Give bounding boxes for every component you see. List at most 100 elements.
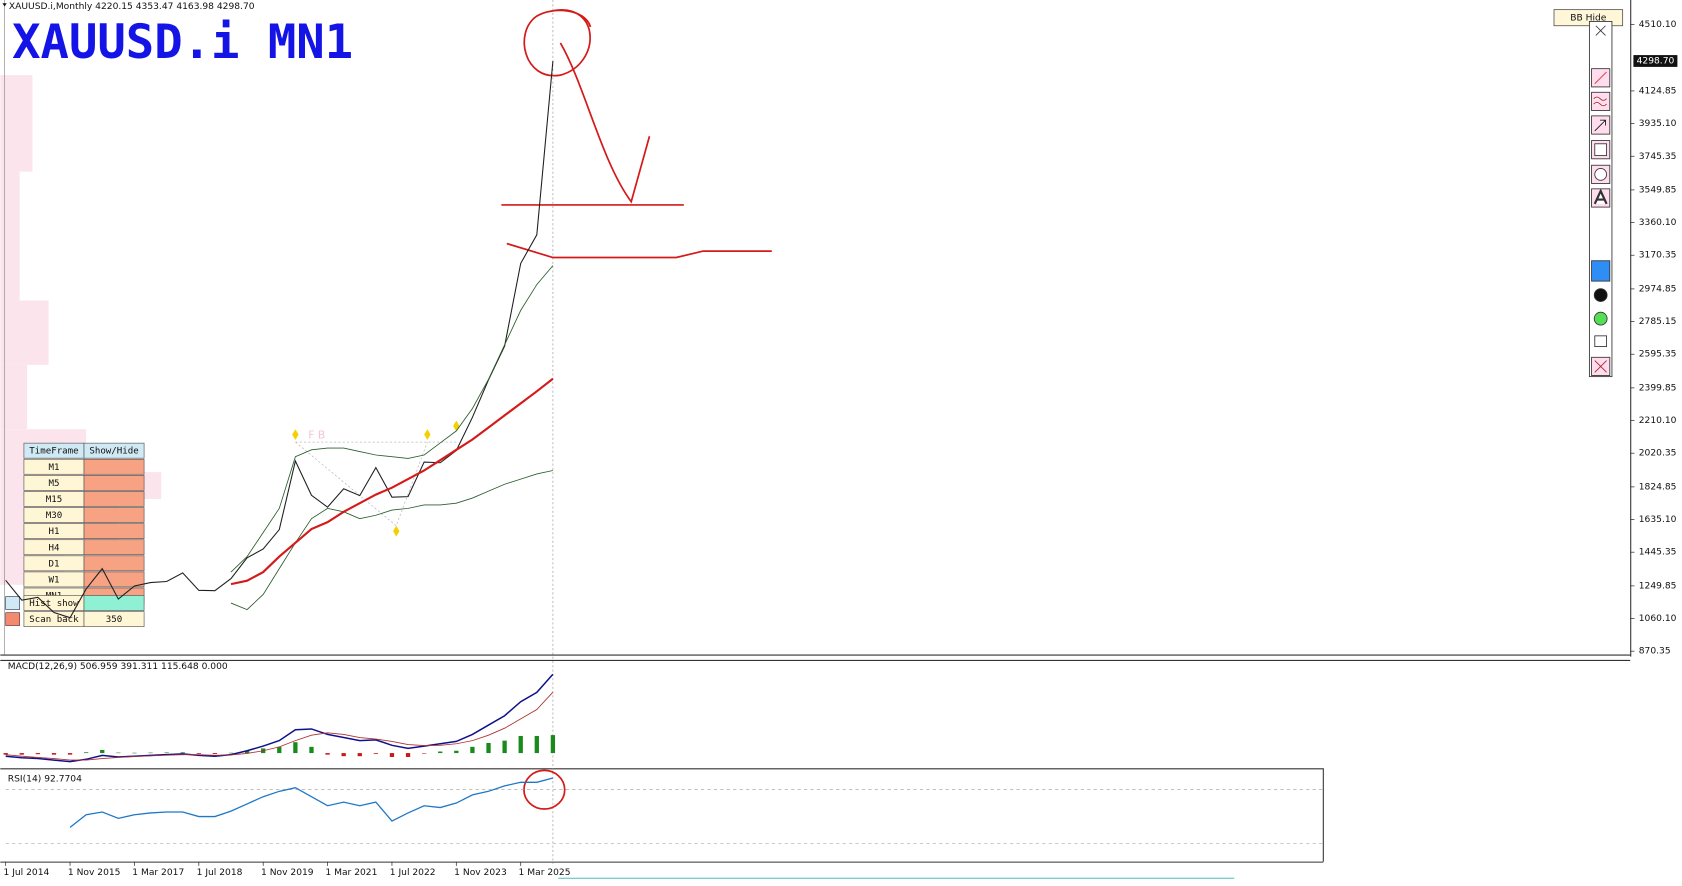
column-header-cell: [83, 442, 145, 459]
toggle-cell[interactable]: [83, 539, 145, 556]
scan-value-cell[interactable]: [83, 611, 145, 627]
hist-icon[interactable]: [5, 596, 20, 610]
y-tick-label: 4124.85: [1639, 86, 1677, 96]
y-tick-label: 1249.85: [1639, 581, 1677, 591]
price-line: [230, 265, 554, 573]
scan-label: Scan back: [29, 615, 79, 625]
macd-bar: [228, 752, 234, 754]
timeframe[interactable]: H1: [48, 527, 59, 537]
toggle-cell[interactable]: [83, 475, 145, 491]
pattern-lines: [295, 441, 457, 527]
timeframe[interactable]: H4: [48, 543, 59, 553]
y-tick-label: 1824.85: [1639, 482, 1677, 492]
macd-bar: [67, 753, 73, 755]
column-header: Show/Hide: [89, 447, 138, 457]
y-tick-label: 3360.10: [1639, 218, 1677, 228]
y-tick-label: 2210.10: [1639, 416, 1677, 426]
last-price-box: [1633, 55, 1678, 67]
macd-bar: [180, 752, 185, 754]
toggle-cell[interactable]: [83, 523, 145, 539]
timeframe[interactable]: M5: [48, 479, 59, 489]
y-tick-label: 2399.85: [1639, 383, 1677, 393]
macd-bar: [550, 735, 556, 754]
macd-bar: [3, 753, 8, 755]
x-tick-label: 1 Jul 2018: [197, 868, 243, 878]
macd-bar: [518, 735, 523, 754]
toggle-cell[interactable]: [83, 571, 145, 588]
rsi-title: RSI(14) 92.7704: [8, 774, 82, 784]
y-tick-label: 2974.85: [1639, 284, 1677, 294]
y-tick-label: 1445.35: [1639, 548, 1677, 558]
y-tick-label: 3170.35: [1639, 251, 1677, 261]
scan-value[interactable]: 350: [106, 615, 122, 625]
y-tick-label: 1060.10: [1639, 614, 1677, 624]
pattern-label: F B: [308, 429, 325, 442]
hist-toggle-cell[interactable]: [83, 595, 145, 611]
macd-bar: [421, 753, 427, 754]
macd-bar: [148, 752, 153, 754]
macd-bar: [534, 735, 539, 754]
annotations: [501, 9, 772, 810]
macd-bar: [84, 752, 89, 754]
timeframe[interactable]: M30: [46, 511, 62, 521]
macd-bar: [196, 753, 201, 754]
macd-bar: [309, 746, 314, 754]
timeframe[interactable]: M15: [46, 495, 62, 505]
last-price-label: 4298.70: [1637, 56, 1675, 66]
y-tick-label: 2020.35: [1639, 449, 1677, 459]
macd-bar: [35, 753, 41, 755]
bb-hide-label[interactable]: BB Hide: [1570, 14, 1607, 24]
macd-bar: [454, 750, 459, 754]
macd-bar: [277, 746, 282, 754]
macd-bar: [212, 753, 218, 755]
macd-bar: [132, 752, 137, 754]
price-line: [5, 60, 554, 619]
macd-bar: [51, 753, 57, 755]
y-tick-label: 3745.35: [1639, 152, 1677, 162]
macd-title: MACD(12,26,9) 506.959 391.311 115.648 0.…: [8, 662, 228, 672]
macd-bar: [325, 753, 330, 755]
toggle-cell[interactable]: [83, 491, 145, 507]
hist-label: Hist show: [29, 599, 79, 609]
macd-bar: [116, 752, 121, 754]
y-tick-label: 2595.35: [1639, 350, 1677, 360]
x-tick-label: 1 Mar 2021: [325, 868, 377, 878]
macd-bar: [19, 753, 24, 755]
header: XAUUSD.i,Monthly 4220.15 4353.47 4163.98…: [9, 2, 255, 12]
macd-line: [5, 673, 554, 763]
toggle-cell[interactable]: [83, 458, 145, 475]
toolbar[interactable]: [1588, 21, 1613, 378]
y-tick-label: 2785.15: [1639, 317, 1677, 327]
macd-bar: [341, 753, 346, 757]
macd-bar: [389, 753, 395, 757]
y-tick-label: 870.35: [1639, 647, 1671, 657]
macd-bar: [486, 742, 491, 754]
timeframe[interactable]: W1: [48, 575, 59, 585]
column-header: TimeFrame: [29, 447, 78, 457]
toggle-cell[interactable]: [83, 507, 145, 523]
x-tick-label: 1 Nov 2019: [261, 868, 314, 878]
macd-line: [5, 691, 554, 761]
toggle-cell[interactable]: [83, 555, 145, 572]
timeframe[interactable]: D1: [48, 559, 59, 569]
x-tick-label: 1 Jul 2022: [390, 868, 436, 878]
macd-bar: [438, 751, 443, 754]
macd-bar: [502, 740, 507, 754]
macd-bar: [293, 742, 298, 754]
x-tick-label: 1 Nov 2015: [68, 868, 121, 878]
y-tick-label: 3935.10: [1639, 119, 1677, 129]
macd-bar: [164, 752, 169, 754]
timeframe[interactable]: M1: [48, 463, 59, 473]
panel-frame: [0, 659, 1631, 863]
x-tick-label: 1 Mar 2017: [132, 868, 184, 878]
x-tick-label: 1 Nov 2023: [454, 868, 507, 878]
y-tick-label: 4510.10: [1639, 20, 1677, 30]
header-arrow: [2, 3, 7, 7]
macd-bar: [405, 753, 411, 757]
scan-icon[interactable]: [5, 612, 20, 626]
x-tick-label: 1 Jul 2014: [4, 868, 50, 878]
macd-bar: [100, 749, 105, 754]
